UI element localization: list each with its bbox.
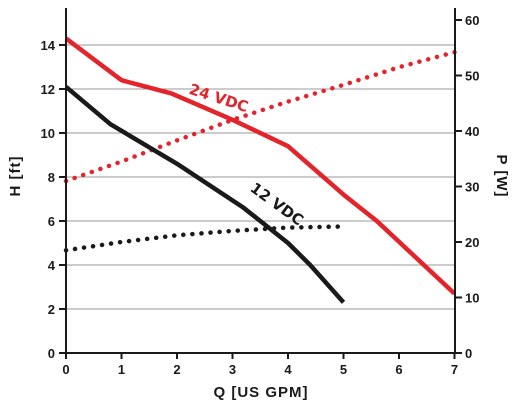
- y-left-tick-label: 14: [41, 38, 56, 53]
- series-line-12-vdc-power: [63, 224, 346, 253]
- y-axis-right-title: P [W]: [493, 154, 510, 197]
- y-left-tick-label: 6: [48, 214, 55, 229]
- y-right-tick-label: 60: [465, 13, 479, 28]
- series-line-24-vdc-head: [64, 36, 457, 296]
- series-lines: [63, 36, 457, 304]
- y-right-tick-label: 20: [465, 235, 479, 250]
- y-left-tick-label: 0: [48, 346, 55, 361]
- axes: [59, 8, 462, 359]
- x-tick-label: 5: [340, 362, 347, 377]
- grid-lines: [66, 44, 455, 310]
- y-axis-left-title: H [ft]: [7, 156, 24, 197]
- x-tick-label: 3: [229, 362, 236, 377]
- y-left-tick-label: 4: [48, 258, 56, 273]
- x-axis-title: Q [US GPM]: [214, 384, 309, 401]
- y-left-tick-label: 2: [48, 302, 55, 317]
- series-line-24-vdc-power: [63, 49, 457, 184]
- series-line-12-vdc-head: [64, 85, 346, 304]
- y-right-tick-label: 40: [465, 124, 479, 139]
- x-tick-label: 1: [118, 362, 125, 377]
- y-right-tick-label: 0: [465, 346, 472, 361]
- y-left-tick-label: 12: [41, 82, 55, 97]
- y-left-tick-label: 10: [41, 126, 55, 141]
- y-right-tick-label: 50: [465, 69, 479, 84]
- y-right-tick-label: 10: [465, 291, 479, 306]
- x-tick-label: 2: [173, 362, 180, 377]
- y-left-tick-label: 8: [48, 170, 55, 185]
- x-tick-label: 4: [284, 362, 292, 377]
- series-label-12-vdc: 12 VDC: [247, 179, 307, 230]
- x-tick-label: 7: [451, 362, 458, 377]
- x-tick-label: 0: [62, 362, 69, 377]
- series-label-24-vdc: 24 VDC: [187, 80, 251, 116]
- x-tick-label: 6: [395, 362, 402, 377]
- y-right-tick-label: 30: [465, 180, 479, 195]
